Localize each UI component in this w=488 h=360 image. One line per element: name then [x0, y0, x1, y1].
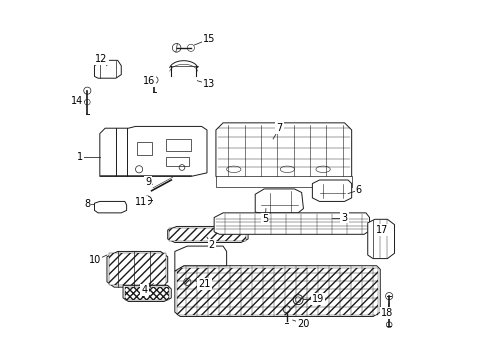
- Polygon shape: [165, 157, 189, 166]
- Text: 21: 21: [198, 279, 210, 289]
- Text: 10: 10: [89, 255, 101, 265]
- Polygon shape: [169, 228, 246, 241]
- Polygon shape: [216, 123, 351, 180]
- Text: 16: 16: [142, 76, 155, 86]
- Text: 20: 20: [297, 319, 309, 329]
- Text: 3: 3: [341, 212, 347, 222]
- Text: 19: 19: [311, 294, 323, 304]
- Text: 15: 15: [203, 34, 215, 44]
- Polygon shape: [124, 287, 169, 300]
- Text: 12: 12: [95, 54, 107, 64]
- Text: 13: 13: [202, 79, 214, 89]
- Text: 5: 5: [262, 214, 268, 224]
- Polygon shape: [367, 219, 394, 258]
- Polygon shape: [123, 285, 171, 301]
- Polygon shape: [107, 251, 167, 287]
- Polygon shape: [214, 213, 369, 234]
- Polygon shape: [312, 180, 351, 202]
- Text: 7: 7: [276, 123, 282, 133]
- Polygon shape: [167, 226, 247, 243]
- Polygon shape: [108, 253, 165, 285]
- Polygon shape: [165, 139, 190, 152]
- Polygon shape: [216, 176, 351, 187]
- Text: 9: 9: [144, 177, 151, 187]
- Text: 18: 18: [380, 308, 392, 318]
- Polygon shape: [94, 60, 121, 78]
- Text: 1: 1: [77, 152, 83, 162]
- Polygon shape: [175, 266, 380, 316]
- Text: 14: 14: [71, 96, 83, 107]
- Text: 6: 6: [355, 185, 361, 195]
- Polygon shape: [175, 246, 226, 271]
- Polygon shape: [137, 143, 151, 155]
- Text: 17: 17: [375, 225, 387, 235]
- Text: 8: 8: [84, 199, 90, 209]
- Text: 4: 4: [141, 285, 147, 295]
- Polygon shape: [176, 267, 378, 315]
- Polygon shape: [100, 126, 206, 176]
- Polygon shape: [94, 202, 126, 213]
- Polygon shape: [255, 189, 303, 213]
- Text: 11: 11: [135, 197, 147, 207]
- Text: 2: 2: [208, 240, 214, 250]
